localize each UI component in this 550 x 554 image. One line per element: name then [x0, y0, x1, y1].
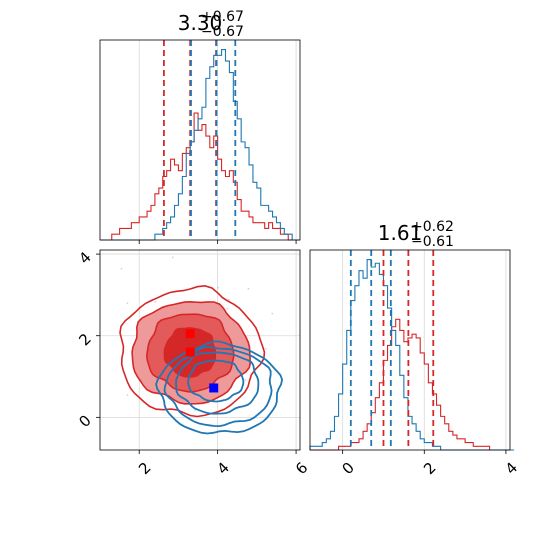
- param1-title-sup: +0.67: [201, 9, 244, 25]
- scatter2d-marker-red-1: [185, 347, 195, 357]
- scatter2d-point: [217, 286, 220, 289]
- scatter2d-red-contour-0: [119, 284, 266, 418]
- scatter2d-panel: 2 4 6 0 2 4: [75, 248, 321, 478]
- scatter2d-point: [194, 409, 196, 412]
- scatter2d-blue-contour-1: [175, 351, 260, 415]
- scatter2d-point: [226, 307, 229, 310]
- scatter2d-point: [171, 256, 174, 259]
- param1-title: 3.30: [178, 11, 223, 35]
- scatter2d-ytick-label-1: 2: [75, 330, 94, 349]
- scatter2d-point: [154, 300, 157, 303]
- param2-title-sub: −0.61: [411, 234, 454, 250]
- scatter2d-ytick-label-0: 0: [75, 411, 94, 430]
- scatter2d-point: [227, 298, 230, 301]
- scatter2d-point: [271, 312, 274, 315]
- scatter2d-frame: [99, 249, 301, 451]
- scatter2d-blue-contour-0: [187, 359, 245, 403]
- param1-red-histogram: [100, 112, 300, 241]
- param2-title-base: 1.61: [378, 221, 423, 245]
- scatter2d-point: [264, 347, 267, 350]
- scatter2d-ytick-label-2: 4: [75, 248, 94, 267]
- param1-blue-histogram: [100, 48, 300, 241]
- scatter2d-point: [120, 267, 123, 270]
- param2-xtick-label-0: 0: [338, 459, 357, 478]
- scatter2d-marker-red-0: [185, 329, 195, 339]
- param1-title-sub: −0.67: [201, 24, 244, 40]
- param2-title: 1.61: [378, 221, 423, 245]
- scatter2d-blue-contour-2: [163, 346, 273, 428]
- scatter2d-point: [319, 340, 321, 342]
- scatter2d-xtick-label-1: 4: [213, 459, 232, 478]
- scatter2d-xtick-label-0: 2: [135, 459, 154, 478]
- scatter2d-point: [247, 287, 250, 290]
- param2-xtick-label-1: 2: [420, 459, 439, 478]
- histogram-param2-panel: 0 2 4: [309, 249, 521, 478]
- param1-title-base: 3.30: [178, 11, 223, 35]
- scatter2d-marker-blue-2: [209, 383, 219, 393]
- scatter2d-point: [126, 394, 129, 397]
- scatter2d-point: [126, 302, 129, 305]
- param2-red-histogram: [310, 318, 515, 451]
- param2-blue-histogram: [309, 258, 515, 451]
- param2-title-sup: +0.62: [411, 219, 454, 235]
- histogram-param1-panel: [99, 39, 301, 244]
- param1-frame: [99, 39, 301, 241]
- param2-xtick-label-2: 4: [502, 459, 521, 478]
- param2-frame: [309, 249, 511, 451]
- scatter2d-xtick-label-2: 6: [292, 459, 311, 478]
- scatter2d-blue-contour-3: [155, 340, 284, 435]
- scatter2d-point: [244, 379, 247, 381]
- scatter2d-inner: [100, 250, 321, 450]
